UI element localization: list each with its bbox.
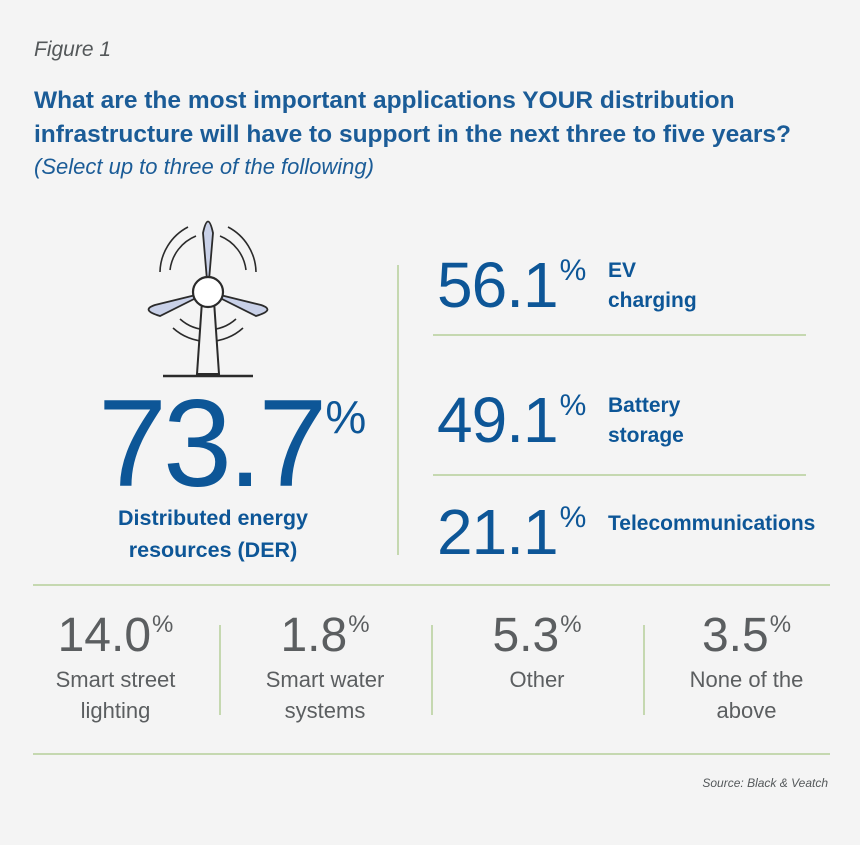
- chart-title: What are the most important applications…: [34, 84, 834, 152]
- stat-label-other: Other: [509, 667, 565, 692]
- wind-turbine-icon: [147, 220, 269, 378]
- stat-label-telecommunications: Telecommunications: [608, 512, 816, 535]
- stat-number-other: 5.3: [492, 609, 560, 662]
- title-part-2: distribution infrastructure will have to…: [34, 87, 791, 148]
- title-emphasis: YOUR: [522, 87, 594, 114]
- chart-subtitle: (Select up to three of the following): [34, 154, 374, 179]
- stat-label-smart-street-lighting: Smart street lighting: [55, 667, 176, 723]
- stat-number-smart-water-systems: 1.8: [280, 609, 348, 662]
- vertical-divider: [219, 625, 221, 715]
- horizontal-divider: [433, 334, 806, 336]
- stat-label-der: Distributed energy resources (DER): [118, 506, 308, 562]
- stat-smart-water-systems: 1.8% Smart water systems: [240, 612, 410, 726]
- stat-number-smart-street-lighting: 14.0: [57, 609, 152, 662]
- stat-number-telecommunications: 21.1: [437, 496, 559, 568]
- stat-number-none-of-the-above: 3.5: [701, 609, 769, 662]
- percent-sign: %: [348, 611, 370, 638]
- horizontal-divider: [433, 474, 806, 476]
- percent-sign: %: [152, 611, 174, 638]
- stat-value-smart-water-systems: 1.8%: [240, 612, 410, 660]
- stat-label-ev-charging: EV charging: [608, 259, 697, 312]
- stat-value-der: 73.7%: [98, 382, 366, 506]
- percent-sign: %: [559, 389, 587, 422]
- stat-value-smart-street-lighting: 14.0%: [33, 612, 198, 660]
- stat-number-der: 73.7: [98, 375, 327, 513]
- percent-sign: %: [559, 501, 587, 534]
- stat-value-battery-storage: 49.1%: [437, 388, 586, 452]
- stat-value-telecommunications: 21.1%: [437, 500, 586, 564]
- percent-sign: %: [769, 611, 792, 638]
- stat-value-other: 5.3%: [452, 612, 622, 660]
- stat-label-smart-water-systems: Smart water systems: [265, 667, 385, 723]
- horizontal-divider: [33, 584, 830, 586]
- stat-other: 5.3% Other: [452, 612, 622, 695]
- stat-smart-street-lighting: 14.0% Smart street lighting: [33, 612, 198, 726]
- stat-value-none-of-the-above: 3.5%: [664, 612, 829, 660]
- title-part-1: What are the most important applications: [34, 87, 523, 114]
- vertical-divider: [397, 265, 399, 555]
- stat-number-battery-storage: 49.1: [437, 384, 559, 456]
- percent-sign: %: [325, 391, 367, 443]
- percent-sign: %: [560, 611, 582, 638]
- figure-label: Figure 1: [34, 38, 112, 61]
- stat-label-battery-storage: Battery storage: [608, 394, 684, 447]
- stat-value-ev-charging: 56.1%: [437, 253, 586, 317]
- horizontal-divider: [33, 753, 830, 755]
- vertical-divider: [431, 625, 433, 715]
- stat-none-of-the-above: 3.5% None of the above: [664, 612, 829, 726]
- percent-sign: %: [559, 254, 587, 287]
- source-note: Source: Black & Veatch: [702, 776, 828, 790]
- vertical-divider: [643, 625, 645, 715]
- stat-number-ev-charging: 56.1: [437, 249, 559, 321]
- stat-label-none-of-the-above: None of the above: [689, 667, 804, 723]
